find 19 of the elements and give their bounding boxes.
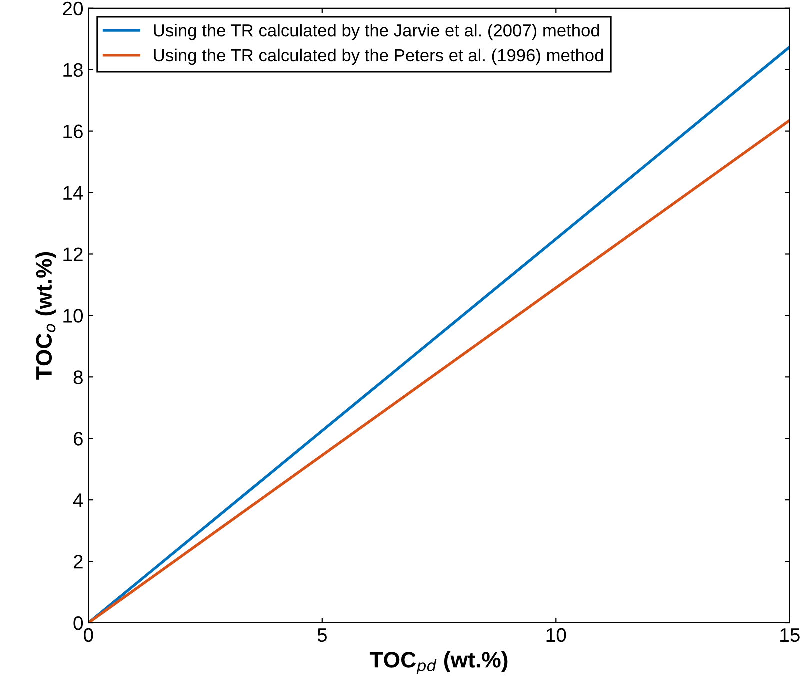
y-tick-label: 8 (74, 370, 83, 384)
y-axis-title: TOC$_{o}$ (wt.%) (36, 252, 56, 380)
y-tick-label: 16 (64, 124, 83, 139)
y-tick-label: 4 (73, 494, 84, 508)
y-tick-label: 6 (74, 432, 83, 446)
x-axis-title: TOC$_{pd}$ (wt.%) (370, 652, 508, 675)
x-tick-label: 10 (546, 628, 566, 642)
y-tick-label: 14 (64, 186, 84, 200)
legend-label: Using the TR calculated by the Jarvie et al. (2007) method (154, 24, 600, 40)
y-tick-label: 0 (74, 616, 84, 630)
legend-label: Using the TR calculated by the Peters et al. (1996) method (154, 48, 604, 66)
y-tick-label: 18 (64, 63, 83, 78)
x-tick-label: 15 (780, 628, 800, 642)
y-tick-label: 10 (64, 309, 84, 323)
x-tick-label: 0 (84, 628, 94, 642)
x-tick-label: 5 (318, 628, 327, 642)
y-tick-label: 2 (74, 555, 83, 569)
y-tick-label: 12 (64, 248, 83, 262)
y-tick-label: 20 (63, 2, 84, 16)
